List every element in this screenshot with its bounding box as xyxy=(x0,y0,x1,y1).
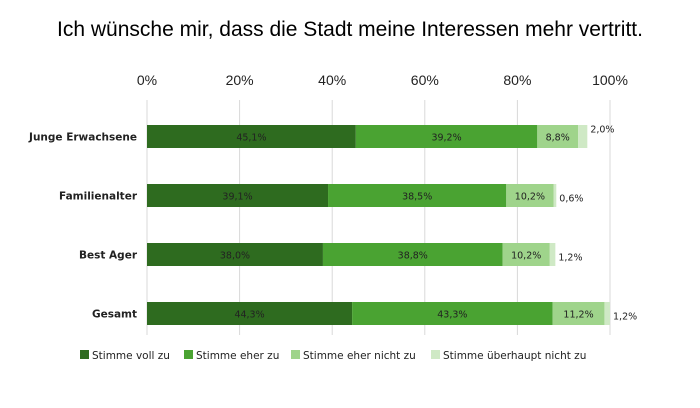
x-tick-label: 40% xyxy=(318,72,346,88)
data-label: 8,8% xyxy=(546,133,570,144)
data-label: 0,6% xyxy=(559,194,583,205)
data-label: 11,2% xyxy=(563,310,593,321)
category-label: Gesamt xyxy=(92,309,137,321)
category-label: Junge Erwachsene xyxy=(28,132,137,144)
bar-segment xyxy=(147,302,353,325)
bar-segment xyxy=(322,243,503,266)
bar-segment xyxy=(506,184,554,207)
x-tick-label: 60% xyxy=(411,72,439,88)
data-label: 1,2% xyxy=(613,312,637,323)
x-tick-label: 100% xyxy=(592,72,628,88)
data-label: 1,2% xyxy=(558,253,582,264)
bar-segment xyxy=(147,125,356,148)
legend-label: Stimme voll zu xyxy=(92,350,170,362)
data-label: 38,5% xyxy=(402,192,432,203)
data-label: 38,8% xyxy=(398,251,428,262)
x-tick-label: 20% xyxy=(226,72,254,88)
legend-swatch xyxy=(80,350,89,359)
bar-segment xyxy=(352,302,553,325)
data-label: 2,0% xyxy=(590,125,614,136)
category-label: Familienalter xyxy=(59,191,138,203)
chart-title: Ich wünsche mir, dass die Stadt meine In… xyxy=(57,18,643,41)
x-tick-label: 0% xyxy=(137,72,157,88)
bar-segment xyxy=(355,125,538,148)
legend-swatch xyxy=(291,350,300,359)
bar-segment xyxy=(502,243,550,266)
legend-swatch xyxy=(431,350,440,359)
bar-segment xyxy=(537,125,579,148)
bar-segment xyxy=(147,243,323,266)
category-label: Best Ager xyxy=(79,250,138,262)
x-tick-label: 80% xyxy=(503,72,531,88)
data-label: 10,2% xyxy=(511,251,541,262)
legend-label: Stimme eher nicht zu xyxy=(303,350,416,362)
bar-segment xyxy=(578,125,588,148)
bar-segment xyxy=(328,184,507,207)
legend-label: Stimme überhaupt nicht zu xyxy=(443,350,586,362)
legend-label: Stimme eher zu xyxy=(196,350,279,362)
bar-segment xyxy=(147,184,329,207)
bar-segment xyxy=(553,184,557,207)
legend-swatch xyxy=(184,350,193,359)
data-label: 38,0% xyxy=(220,251,250,262)
data-label: 10,2% xyxy=(515,192,545,203)
data-label: 39,2% xyxy=(431,133,461,144)
bar-segment xyxy=(604,302,610,325)
data-label: 39,1% xyxy=(222,192,252,203)
data-label: 44,3% xyxy=(234,310,264,321)
data-label: 43,3% xyxy=(437,310,467,321)
data-label: 45,1% xyxy=(236,133,266,144)
bar-segment xyxy=(552,302,605,325)
bar-segment xyxy=(549,243,556,266)
